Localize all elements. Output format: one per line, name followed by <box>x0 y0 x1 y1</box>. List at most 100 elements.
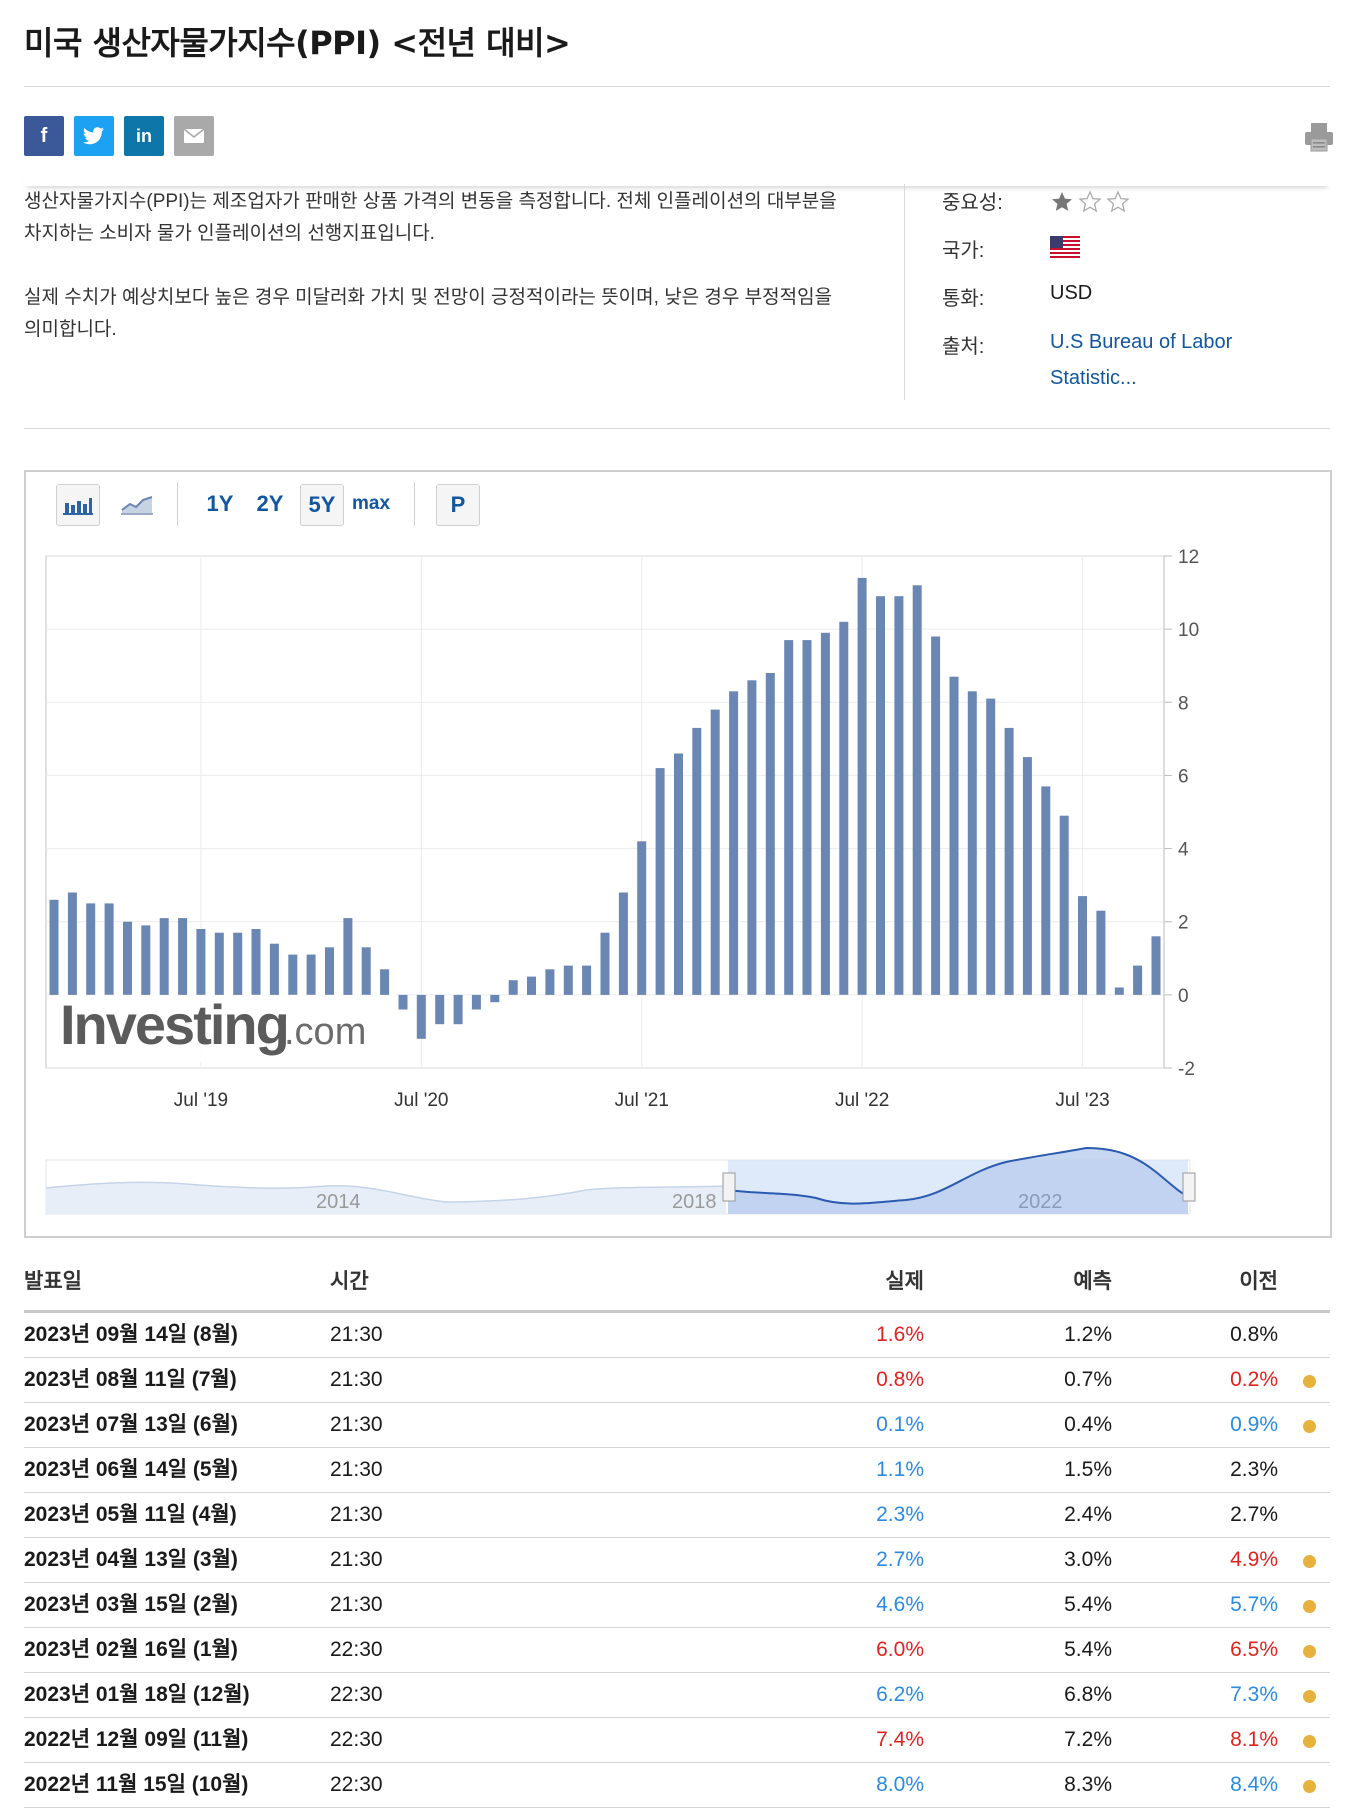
navigator-left-handle[interactable] <box>722 1172 736 1202</box>
chart-bar[interactable] <box>655 768 665 995</box>
chart-bar[interactable] <box>306 954 316 995</box>
chart-bar[interactable] <box>857 577 867 995</box>
chart-bar[interactable] <box>325 947 334 995</box>
chart-bar[interactable] <box>233 932 243 995</box>
chart-bar[interactable] <box>269 943 279 995</box>
revised-indicator-icon[interactable] <box>1303 1735 1316 1748</box>
linkedin-share-button[interactable]: in <box>124 116 164 156</box>
chart-bar[interactable] <box>123 921 132 995</box>
chart-bar[interactable] <box>159 918 169 995</box>
actual-value: 0.1% <box>876 1413 924 1436</box>
chart-bar[interactable] <box>435 994 445 1025</box>
chart-bar[interactable] <box>1114 987 1124 995</box>
navigator-right-handle[interactable] <box>1182 1172 1196 1202</box>
chart-bar[interactable] <box>582 965 592 995</box>
chart-bar[interactable] <box>912 585 922 995</box>
chart-bar[interactable] <box>398 994 408 1010</box>
header-forecast[interactable]: 예측 <box>1073 1270 1112 1293</box>
chart-bar[interactable] <box>416 994 426 1039</box>
chart-bar[interactable] <box>618 892 628 995</box>
chart-bar[interactable] <box>931 636 941 995</box>
chart-bar[interactable] <box>1059 815 1069 995</box>
chart-bar[interactable] <box>453 994 463 1025</box>
chart-bar[interactable] <box>380 969 390 995</box>
email-share-button[interactable] <box>174 116 214 156</box>
chart-bar[interactable] <box>178 918 188 995</box>
chart-bar[interactable] <box>563 965 573 995</box>
chart-bar[interactable] <box>67 892 77 995</box>
table-row: 2023년 01월 18일 (12월) 22:30 6.2% 6.8% 7.3% <box>24 1673 1330 1718</box>
chart-bar[interactable] <box>710 709 720 995</box>
chart-bar[interactable] <box>471 994 481 1010</box>
chart-bar[interactable] <box>527 976 536 995</box>
chart-bar[interactable] <box>288 954 298 995</box>
header-time[interactable]: 시간 <box>330 1270 369 1293</box>
previous-value: 2.7% <box>1230 1503 1278 1526</box>
chart-container: 1Y 2Y 5Y max P Investing .com 12 10 8 6 4 2 0 -… <box>24 470 1332 1238</box>
chart-bar[interactable] <box>86 903 96 995</box>
header-actual[interactable]: 실제 <box>885 1270 924 1293</box>
chart-bar[interactable] <box>876 596 885 995</box>
chart-bar[interactable] <box>1078 896 1087 995</box>
chart-bar[interactable] <box>1022 757 1032 995</box>
release-date: 2023년 09월 14일 (8월) <box>24 1323 238 1346</box>
chart-bar[interactable] <box>729 691 739 995</box>
period-1y-button[interactable]: 1Y <box>206 491 234 516</box>
chart-bar[interactable] <box>986 698 996 995</box>
chart-bar[interactable] <box>141 925 151 995</box>
print-button[interactable] <box>1302 120 1336 154</box>
chart-bar[interactable] <box>1151 936 1161 995</box>
chart-bar[interactable] <box>361 947 371 995</box>
chart-bar[interactable] <box>1133 965 1143 995</box>
period-2y-button[interactable]: 2Y <box>256 491 284 516</box>
chart-bar[interactable] <box>104 903 114 995</box>
previous-value: 4.9% <box>1230 1548 1278 1571</box>
chart-bar[interactable] <box>949 676 959 995</box>
chart-bar[interactable] <box>1096 910 1106 995</box>
chart-bar[interactable] <box>49 899 59 995</box>
table-row: 2023년 05월 11일 (4월) 21:30 2.3% 2.4% 2.7% <box>24 1493 1330 1538</box>
chart-bar[interactable] <box>839 621 849 995</box>
bar-chart-toggle[interactable] <box>56 484 100 526</box>
chart-bar[interactable] <box>1004 727 1014 995</box>
watermark: Investing .com <box>58 982 396 1062</box>
chart-bar[interactable] <box>214 932 224 995</box>
header-previous[interactable]: 이전 <box>1239 1270 1278 1293</box>
chart-bar[interactable] <box>692 727 702 995</box>
chart-bar[interactable] <box>251 929 261 995</box>
twitter-share-button[interactable] <box>74 116 114 156</box>
chart-bar[interactable] <box>637 841 647 995</box>
revised-indicator-icon[interactable] <box>1303 1600 1316 1613</box>
chart-bar[interactable] <box>343 918 353 995</box>
chart-bar[interactable] <box>967 691 977 995</box>
revised-indicator-icon[interactable] <box>1303 1645 1316 1658</box>
chart-bar[interactable] <box>490 994 500 1003</box>
line-chart-toggle[interactable] <box>116 484 158 524</box>
chart-bar[interactable] <box>600 932 610 995</box>
chart-bar[interactable] <box>1041 786 1051 995</box>
chart-bar[interactable] <box>747 680 757 995</box>
facebook-share-button[interactable]: f <box>24 116 64 156</box>
source-link[interactable]: U.S Bureau of Labor Statistic... <box>1050 324 1232 396</box>
chart-bar[interactable] <box>894 596 904 995</box>
p-button[interactable]: P <box>436 484 480 526</box>
revised-indicator-icon[interactable] <box>1303 1555 1316 1568</box>
chart-bar[interactable] <box>784 640 794 995</box>
header-date[interactable]: 발표일 <box>24 1270 82 1293</box>
chart-bar[interactable] <box>674 753 683 995</box>
chart-bar[interactable] <box>802 640 812 995</box>
period-max-button[interactable]: max <box>351 493 391 514</box>
chart-bar[interactable] <box>545 969 555 995</box>
period-5y-button[interactable]: 5Y <box>300 484 344 526</box>
revised-indicator-icon[interactable] <box>1303 1420 1316 1433</box>
chart-bar[interactable] <box>508 980 518 995</box>
revised-indicator-icon[interactable] <box>1303 1375 1316 1388</box>
navigator-label-2022: 2022 <box>1018 1191 1063 1213</box>
chart-bar[interactable] <box>765 673 775 995</box>
revised-indicator-icon[interactable] <box>1303 1690 1316 1703</box>
revised-indicator-icon[interactable] <box>1303 1780 1316 1793</box>
table-row: 2023년 02월 16일 (1월) 22:30 6.0% 5.4% 6.5% <box>24 1628 1330 1673</box>
chart-bar[interactable] <box>820 632 830 995</box>
chart-bar[interactable] <box>196 929 206 995</box>
navigator-selected-line <box>727 1146 1189 1205</box>
